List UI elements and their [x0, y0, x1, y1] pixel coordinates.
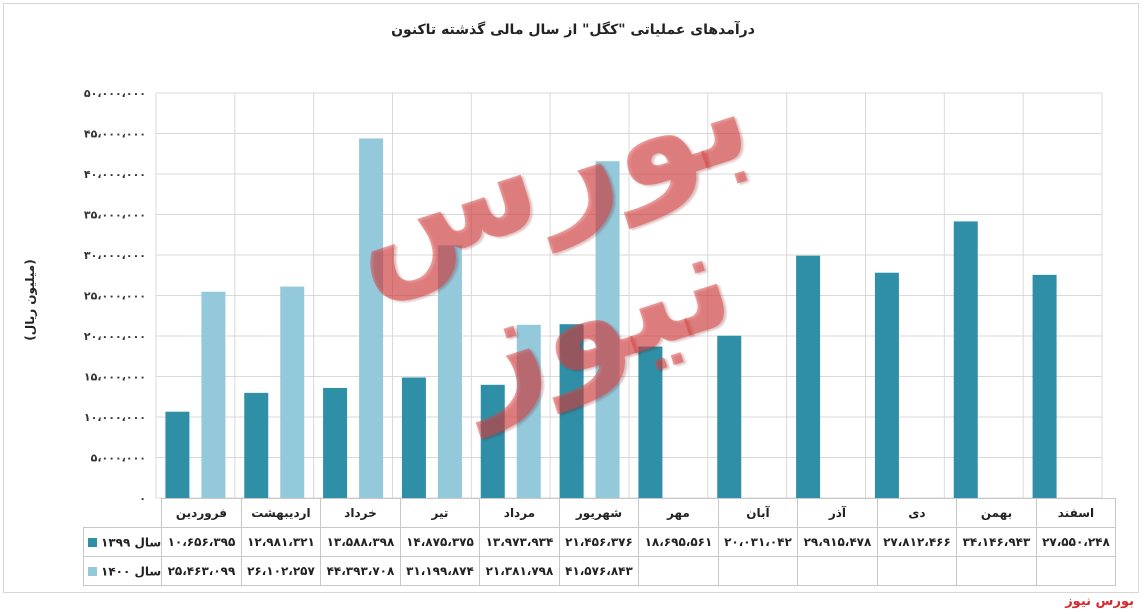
category-label: فروردین [161, 498, 242, 528]
category-label: خرداد [320, 498, 401, 528]
bar-1400 [280, 286, 305, 498]
y-tick-label: ۲۵،۰۰۰،۰۰۰ [84, 290, 146, 303]
category-label: مرداد [479, 498, 560, 528]
category-label: آذر [797, 498, 878, 528]
category-label: مهر [638, 498, 719, 528]
bar-1399 [244, 392, 269, 498]
data-label: ۱۲،۹۸۱،۳۲۱ [240, 527, 322, 557]
data-label: ۲۰،۰۳۱،۰۴۲ [717, 527, 799, 557]
bar-1400 [437, 245, 462, 498]
y-tick-label: ۴۵،۰۰۰،۰۰۰ [84, 128, 146, 141]
bar-1399 [480, 384, 505, 498]
legend-swatch-1400 [88, 566, 97, 576]
bar-1399 [401, 377, 426, 498]
data-label: ۳۴،۱۴۶،۹۴۳ [956, 527, 1037, 557]
bar-1399 [796, 255, 821, 498]
legend-label-1400: سال ۱۴۰۰ [101, 564, 162, 579]
category-label: دی [876, 498, 958, 528]
y-tick-label: ۴۰،۰۰۰،۰۰۰ [84, 168, 146, 181]
data-label [1035, 556, 1117, 586]
bar-1400 [516, 324, 541, 498]
category-label: اردیبهشت [240, 498, 322, 528]
data-label [638, 556, 719, 586]
data-label [956, 556, 1037, 586]
legend-label-1399: سال ۱۳۹۹ [101, 535, 162, 550]
category-label: بهمن [956, 498, 1037, 528]
bar-1399 [165, 411, 190, 498]
y-tick-label: ۲۰،۰۰۰،۰۰۰ [84, 330, 146, 343]
y-tick-label: ۳۵،۰۰۰،۰۰۰ [84, 209, 146, 222]
data-label: ۳۱،۱۹۹،۸۷۴ [399, 556, 481, 586]
data-label: ۴۴،۳۹۳،۷۰۸ [320, 556, 401, 586]
data-label: ۲۱،۴۵۶،۳۷۶ [558, 527, 640, 557]
data-table: فروردین اردیبهشت خرداد تیر مرداد شهریور مهر آبا… [82, 498, 1117, 586]
bar-1399 [874, 272, 899, 498]
y-tick-label: ۵۰،۰۰۰،۰۰۰ [84, 87, 146, 100]
category-label: شهریور [558, 498, 640, 528]
category-label: آبان [717, 498, 799, 528]
y-tick-labels: ۰ ۵،۰۰۰،۰۰۰ ۱۰،۰۰۰،۰۰۰ ۱۵،۰۰۰،۰۰۰ ۲۰،۰۰۰،۰۰۰… [84, 87, 146, 500]
y-tick-label: ۱۵،۰۰۰،۰۰۰ [84, 371, 146, 384]
bar-1399 [717, 335, 742, 498]
data-label: ۲۶،۱۰۲،۲۵۷ [240, 556, 322, 586]
data-label: ۲۹،۹۱۵،۴۷۸ [797, 527, 878, 557]
bar-1399 [1032, 274, 1057, 498]
bar-1399 [559, 324, 584, 498]
series-row-1400: سال ۱۴۰۰ ۲۵،۴۶۳،۰۹۹ ۲۶،۱۰۲،۲۵۷ ۴۴،۳۹۳،۷۰۸ ۳… [82, 556, 1117, 586]
data-label: ۱۰،۶۵۶،۳۹۵ [161, 527, 242, 557]
y-tick-label: ۳۰،۰۰۰،۰۰۰ [84, 249, 146, 262]
legend-swatch-1399 [88, 537, 97, 547]
plot-area: ۰ ۵،۰۰۰،۰۰۰ ۱۰،۰۰۰،۰۰۰ ۱۵،۰۰۰،۰۰۰ ۲۰،۰۰۰،۰۰۰… [84, 87, 1103, 500]
data-label: ۲۱،۳۸۱،۷۹۸ [479, 556, 560, 586]
corner-cell [83, 498, 163, 528]
data-label: ۱۸،۶۹۵،۵۶۱ [638, 527, 719, 557]
bar-1400 [359, 138, 384, 499]
legend-cell-1399: سال ۱۳۹۹ [82, 527, 163, 557]
legend-cell-1400: سال ۱۴۰۰ [82, 556, 163, 586]
data-label [876, 556, 958, 586]
data-label [717, 556, 799, 586]
bar-1399 [323, 387, 348, 498]
data-label: ۲۵،۴۶۳،۰۹۹ [161, 556, 242, 586]
data-label [797, 556, 878, 586]
bar-1400 [201, 291, 226, 498]
y-tick-label: ۱۰،۰۰۰،۰۰۰ [84, 411, 146, 424]
bar-1399 [953, 221, 978, 498]
gridlines [155, 92, 1103, 499]
data-label: ۱۴،۸۷۵،۳۷۵ [399, 527, 481, 557]
bar-1400 [595, 161, 620, 498]
category-label: اسفند [1035, 498, 1117, 528]
y-tick-label: ۰ [139, 492, 146, 500]
bar-1399 [638, 346, 663, 498]
data-label: ۱۳،۹۷۳،۹۳۴ [479, 527, 560, 557]
category-label: تیر [399, 498, 481, 528]
y-tick-label: ۵،۰۰۰،۰۰۰ [91, 452, 146, 465]
bars [165, 138, 1057, 499]
data-label: ۲۷،۸۱۲،۴۶۶ [876, 527, 958, 557]
series-row-1399: سال ۱۳۹۹ ۱۰،۶۵۶،۳۹۵ ۱۲،۹۸۱،۳۲۱ ۱۳،۵۸۸،۳۹۸ ۱… [82, 527, 1117, 557]
chart-title: درآمدهای عملیاتی "کگل" از سال مالی گذشته… [391, 22, 755, 38]
data-label: ۴۱،۵۷۶،۸۴۳ [558, 556, 640, 586]
source-label: بورس نیوز [1065, 594, 1134, 609]
data-label: ۱۳،۵۸۸،۳۹۸ [320, 527, 401, 557]
category-row: فروردین اردیبهشت خرداد تیر مرداد شهریور مهر آبا… [83, 498, 1117, 528]
data-label: ۲۷،۵۵۰،۲۴۸ [1035, 527, 1117, 557]
